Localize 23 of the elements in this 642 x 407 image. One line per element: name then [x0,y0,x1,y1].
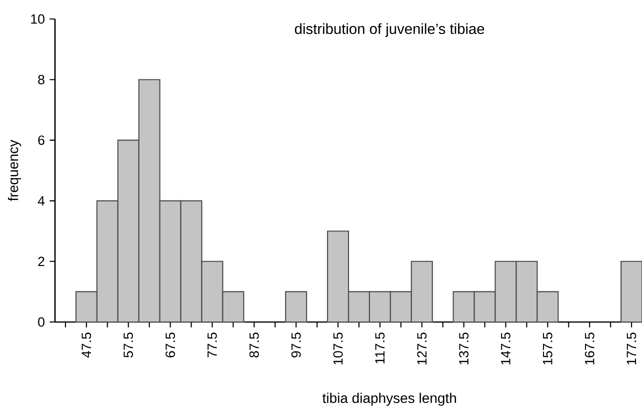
x-tick-label: 47.5 [82,332,92,358]
x-tick-label: 137.5 [459,332,469,364]
y-tick-label: 8 [38,74,44,84]
x-tick-label: 97.5 [291,332,301,358]
y-tick-label: 0 [38,317,44,327]
x-tick-label: 127.5 [417,332,427,364]
y-tick-label: 4 [38,196,45,206]
x-tick-label: 157.5 [543,332,552,364]
y-tick-label: 2 [38,256,44,266]
y-tick-label: 6 [38,135,44,145]
x-tick-label: 57.5 [124,332,134,358]
y-tick-label: 10 [31,14,44,24]
x-tick-label: 167.5 [584,332,594,364]
x-tick-label: 67.5 [166,332,176,358]
x-tick-label: 107.5 [333,332,343,364]
chart-title: distribution of juvenile’s tibiae [294,23,484,37]
x-tick-label: 77.5 [208,332,217,358]
x-tick-label: 147.5 [501,332,510,364]
x-tick-label: 177.5 [626,332,636,364]
x-tick-label: 87.5 [249,332,259,358]
y-axis-title: frequency [8,140,21,202]
x-axis-title: tibia diaphyses length [322,392,456,406]
x-tick-label: 117.5 [375,332,385,364]
